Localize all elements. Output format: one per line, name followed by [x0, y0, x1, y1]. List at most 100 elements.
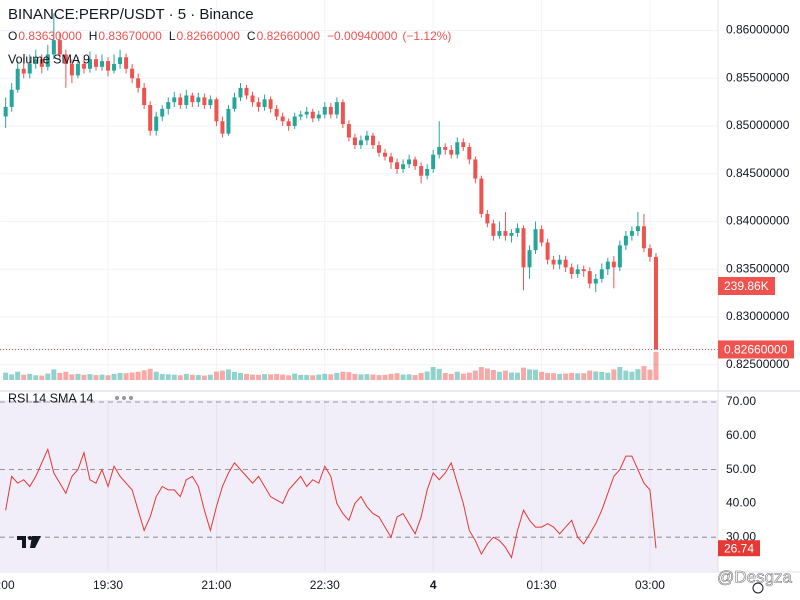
candle-body	[340, 102, 345, 125]
candle-body	[75, 63, 80, 76]
x-tick-label: 19:30	[93, 578, 123, 592]
volume-bar	[623, 370, 629, 380]
volume-bar	[153, 371, 159, 380]
candle-body	[563, 259, 568, 268]
volume-bar	[454, 371, 460, 380]
candle-body	[226, 108, 231, 134]
ohlc-legend-text: −0.00940000	[327, 29, 398, 43]
volume-bar	[635, 369, 641, 380]
candle-body	[419, 166, 424, 176]
volume-bar	[3, 372, 9, 380]
volume-bar	[231, 372, 237, 380]
ohlc-legend-text: 0.82660000	[177, 29, 241, 43]
candle-body	[647, 248, 652, 257]
candle-body	[581, 269, 586, 272]
candle-body	[100, 61, 105, 67]
volume-bar	[262, 374, 268, 380]
candle-body	[232, 97, 237, 109]
candle-body	[635, 226, 640, 232]
volume-bar	[141, 370, 147, 380]
candle-body	[533, 229, 538, 251]
volume-bar	[81, 374, 87, 380]
candle-body	[69, 63, 74, 76]
watermark: @Desgza	[717, 567, 792, 586]
y-tick-label: 0.84000000	[726, 214, 790, 228]
volume-bar	[508, 372, 514, 380]
volume-bar	[256, 374, 262, 380]
volume-bar	[599, 372, 605, 380]
volume-bar	[502, 370, 508, 380]
candle-body	[9, 89, 14, 107]
candle-body	[316, 114, 321, 119]
candle-body	[593, 278, 598, 284]
y-tick-label: 0.86000000	[726, 23, 790, 37]
volume-bar	[87, 374, 93, 380]
settings-icon[interactable]	[752, 582, 764, 594]
volume-bar	[533, 369, 539, 380]
volume-bar	[484, 368, 490, 380]
rsi-tick-label: 50.00	[726, 462, 756, 476]
volume-bar	[316, 374, 322, 380]
candle-body	[190, 95, 195, 103]
last-price-tag	[718, 340, 794, 359]
volume-bar	[334, 372, 340, 380]
candle-body	[545, 242, 550, 260]
logo-part	[28, 536, 32, 540]
volume-bar	[539, 371, 545, 380]
candle-body	[81, 63, 86, 69]
volume-bar	[400, 374, 406, 380]
candle-body	[112, 63, 117, 71]
volume-bar	[207, 374, 213, 380]
candle-body	[425, 168, 430, 176]
volume-bar	[364, 374, 370, 380]
candle-body	[256, 102, 261, 107]
candle-body	[63, 54, 68, 64]
volume-bar	[183, 373, 189, 380]
candle-body	[352, 137, 357, 146]
rsi-line	[5, 447, 657, 559]
volume-bar	[340, 371, 346, 380]
rsi-tag	[718, 540, 760, 557]
volume-bar	[394, 373, 400, 380]
volume-bar	[123, 373, 129, 380]
candle-body	[479, 178, 484, 214]
candle-body	[497, 231, 502, 236]
volume-title: Volume SMA 9	[8, 52, 90, 66]
x-tick-label: 4	[430, 578, 437, 592]
candle-body	[3, 106, 8, 117]
candle-body	[178, 97, 183, 106]
candle-body	[238, 87, 243, 98]
more-dots[interactable]	[115, 396, 133, 400]
logo-part	[30, 536, 41, 548]
candle-body	[575, 269, 580, 275]
candle-body	[611, 261, 616, 268]
candle-body	[364, 135, 369, 141]
volume-bar	[250, 374, 256, 380]
volume-bar	[569, 372, 575, 380]
volume-bar	[99, 374, 105, 380]
candle-body	[202, 97, 207, 106]
volume-bar	[328, 374, 334, 380]
ohlc-legend-text: 0.83630000	[18, 29, 82, 43]
ohlc-legend-text: 0.83670000	[98, 29, 162, 43]
volume-bar	[575, 373, 581, 380]
volume-bar	[605, 372, 611, 380]
volume-tag	[718, 277, 775, 295]
dot	[129, 396, 133, 400]
candle-body	[346, 124, 351, 138]
candle-body	[292, 116, 297, 127]
volume-bar	[21, 374, 27, 380]
candle-body	[407, 159, 412, 165]
candle-body	[431, 154, 436, 169]
logo-part	[17, 536, 26, 548]
volume-bar	[406, 374, 412, 380]
rsi-band-fill	[0, 400, 718, 571]
candle-body	[509, 232, 514, 236]
tradingview-logo[interactable]	[17, 536, 41, 548]
candle-body	[27, 63, 32, 74]
volume-bar	[135, 371, 141, 380]
volume-bar	[219, 370, 225, 380]
candle-body	[491, 223, 496, 236]
candle-body	[629, 231, 634, 236]
candle-body	[389, 156, 394, 163]
